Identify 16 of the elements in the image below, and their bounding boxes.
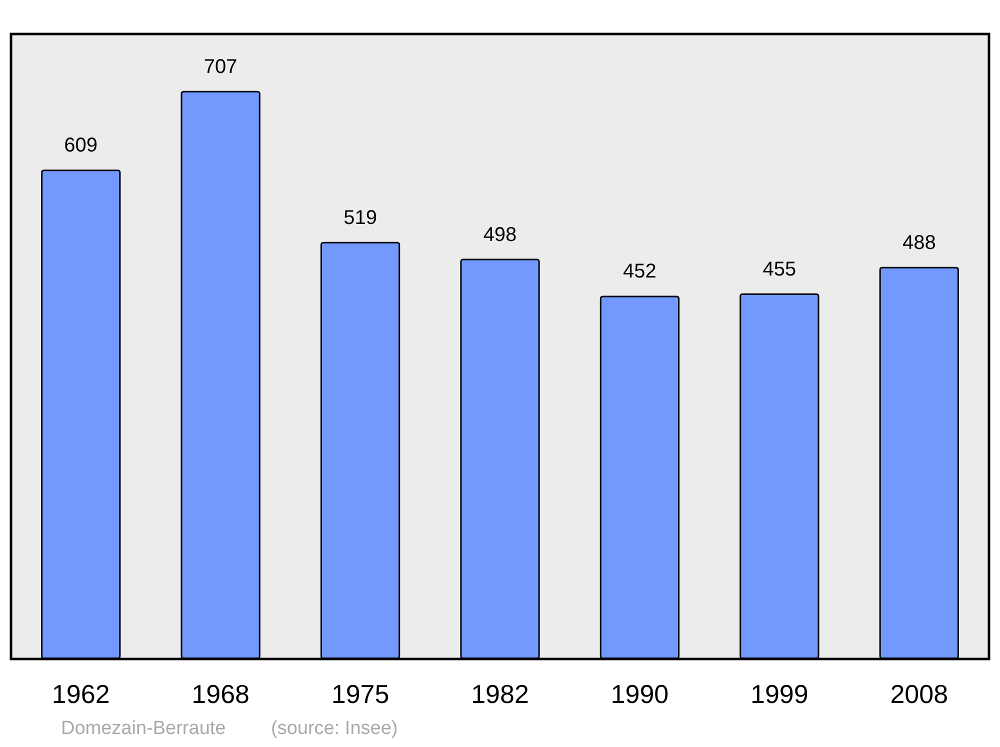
x-tick-label: 1968 <box>192 679 250 709</box>
data-label: 455 <box>762 258 796 280</box>
data-label: 498 <box>483 224 517 246</box>
x-tick-label: 1990 <box>610 679 669 709</box>
text: Domezain-Berraute <box>61 718 226 739</box>
text: (source: Insee) <box>271 718 398 739</box>
x-tick-label: 1975 <box>331 679 390 709</box>
data-label: 452 <box>623 260 656 283</box>
data-label: 707 <box>204 56 238 78</box>
x-tick-label: 1962 <box>52 679 110 709</box>
data-label: 609 <box>64 134 98 157</box>
x-tick-label: 2008 <box>890 679 948 709</box>
x-tick-label: 1999 <box>750 679 808 709</box>
data-label: 488 <box>902 232 936 254</box>
x-tick-label: 1982 <box>471 679 529 709</box>
data-label: 519 <box>344 206 377 229</box>
